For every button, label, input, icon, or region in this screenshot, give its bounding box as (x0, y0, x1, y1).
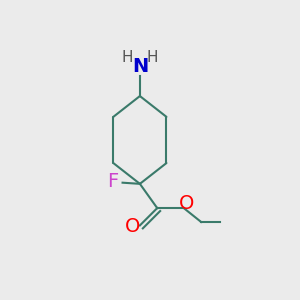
Text: N: N (132, 56, 148, 76)
Text: H: H (122, 50, 133, 65)
Text: O: O (178, 194, 194, 213)
Text: H: H (147, 50, 158, 65)
Text: O: O (125, 217, 141, 236)
Text: F: F (107, 172, 118, 191)
